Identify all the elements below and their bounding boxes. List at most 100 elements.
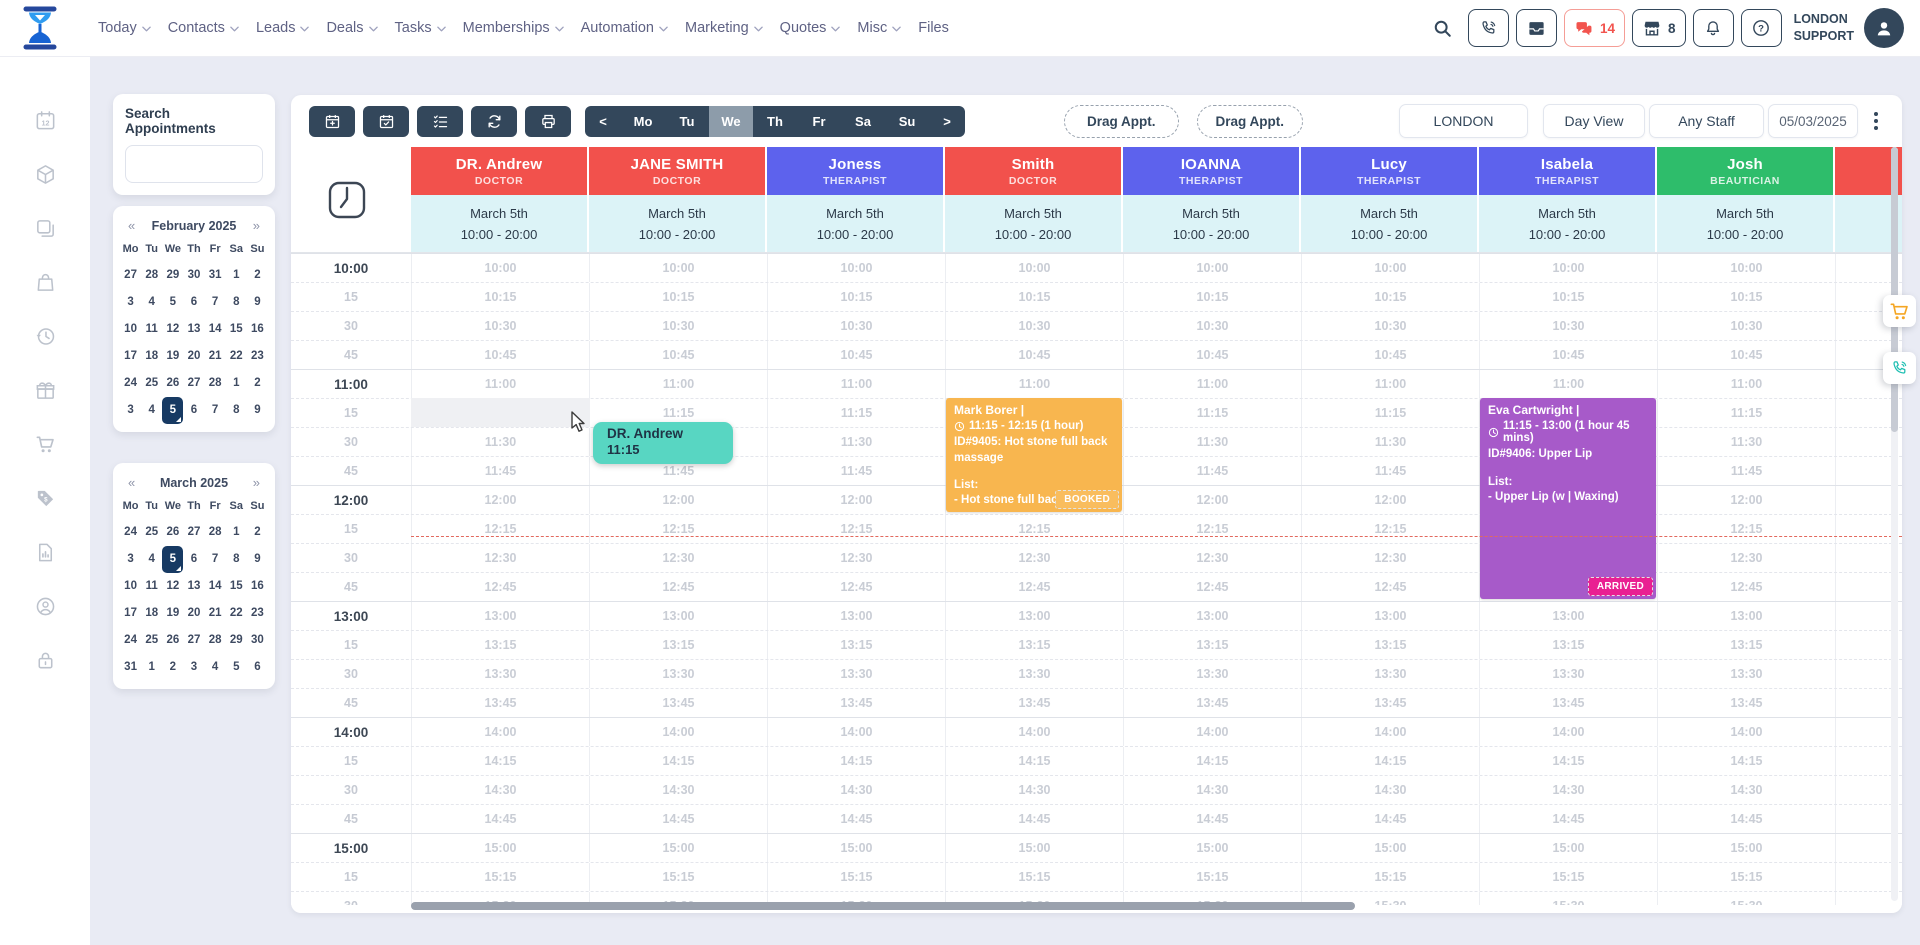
- time-slot[interactable]: 12:15: [767, 515, 945, 543]
- time-slot[interactable]: 10:45: [1301, 341, 1479, 369]
- time-slot[interactable]: 13:15: [767, 631, 945, 659]
- time-slot[interactable]: 13:45: [767, 689, 945, 717]
- calendar-next-button[interactable]: »: [252, 475, 260, 490]
- time-slot[interactable]: 10:45: [1657, 341, 1835, 369]
- time-slot[interactable]: 13:15: [1123, 631, 1301, 659]
- calendar-day[interactable]: 17: [124, 350, 137, 362]
- calendar-day[interactable]: 3: [127, 553, 134, 565]
- day-button-mo[interactable]: Mo: [633, 113, 653, 129]
- time-slot[interactable]: 14:30: [1479, 776, 1657, 804]
- calendar-day[interactable]: 16: [251, 323, 264, 335]
- time-slot[interactable]: 11:00: [1657, 370, 1835, 398]
- calendar-day[interactable]: 4: [148, 553, 155, 565]
- time-slot[interactable]: 14:15: [1479, 747, 1657, 775]
- calendar-day[interactable]: 6: [190, 404, 198, 416]
- calendar-day[interactable]: 6: [190, 296, 198, 308]
- staff-column-header[interactable]: Isabela THERAPIST: [1479, 147, 1657, 195]
- time-slot[interactable]: 11:30: [1657, 428, 1835, 456]
- day-nav-prev-button[interactable]: <: [599, 113, 607, 129]
- time-slot[interactable]: 10:00: [1479, 254, 1657, 282]
- time-slot[interactable]: 12:45: [411, 573, 589, 601]
- time-slot-partial[interactable]: [1835, 776, 1902, 804]
- vertical-scrollbar-thumb[interactable]: [1891, 147, 1898, 432]
- time-slot-partial[interactable]: [1835, 370, 1902, 398]
- time-slot-partial[interactable]: [1835, 747, 1902, 775]
- calendar-day[interactable]: 2: [254, 269, 261, 281]
- calendar-day[interactable]: 19: [166, 350, 180, 362]
- time-slot-partial[interactable]: [1835, 573, 1902, 601]
- time-slot[interactable]: 11:45: [411, 457, 589, 485]
- time-slot[interactable]: 14:30: [945, 776, 1123, 804]
- calendar-day[interactable]: 7: [211, 553, 219, 565]
- time-slot[interactable]: 12:15: [1301, 515, 1479, 543]
- calendar-day[interactable]: 20: [187, 607, 201, 619]
- time-slot[interactable]: 13:45: [1301, 689, 1479, 717]
- time-slot[interactable]: 12:30: [589, 544, 767, 572]
- time-slot[interactable]: 10:30: [767, 312, 945, 340]
- time-slot[interactable]: 11:00: [411, 370, 589, 398]
- sidebar-item-package[interactable]: [34, 163, 57, 186]
- staff-column-header[interactable]: Josh BEAUTICIAN: [1657, 147, 1835, 195]
- calendar-day[interactable]: 24: [124, 377, 137, 389]
- calendar-day[interactable]: 9: [254, 296, 261, 308]
- calendar-day[interactable]: 13: [187, 323, 201, 335]
- calendar-day[interactable]: 27: [187, 526, 201, 538]
- time-slot[interactable]: 11:00: [1479, 370, 1657, 398]
- horizontal-scrollbar[interactable]: [291, 902, 1902, 910]
- staff-column-header[interactable]: DR. Andrew DOCTOR: [411, 147, 589, 195]
- nav-item-contacts[interactable]: Contacts: [168, 20, 239, 36]
- calendar-day[interactable]: 20: [187, 350, 201, 362]
- time-slot[interactable]: 13:30: [1123, 660, 1301, 688]
- view-select[interactable]: Day View: [1543, 104, 1645, 138]
- time-slot[interactable]: 11:30: [411, 428, 589, 456]
- time-slot[interactable]: 15:15: [945, 863, 1123, 891]
- calendar-day[interactable]: 21: [208, 350, 222, 362]
- appointment[interactable]: Mark Borer | 11:15 - 12:15 (1 hour) ID#940…: [946, 398, 1122, 512]
- checklist-button[interactable]: [417, 105, 463, 137]
- time-slot[interactable]: 11:15: [1301, 399, 1479, 427]
- nav-item-automation[interactable]: Automation: [581, 20, 668, 36]
- vertical-scrollbar[interactable]: [1891, 147, 1898, 901]
- time-slot-partial[interactable]: [1835, 457, 1902, 485]
- calendar-day[interactable]: 28: [208, 634, 222, 646]
- time-slot[interactable]: 13:00: [767, 602, 945, 630]
- time-slot[interactable]: 11:30: [1301, 428, 1479, 456]
- calendar-day[interactable]: 3: [127, 296, 134, 308]
- search-appointments-input[interactable]: [125, 145, 263, 183]
- time-slot[interactable]: 13:00: [411, 602, 589, 630]
- inbox-button[interactable]: [1516, 9, 1558, 47]
- time-slot-partial[interactable]: [1835, 486, 1902, 514]
- time-slot[interactable]: 13:15: [1301, 631, 1479, 659]
- store-button[interactable]: 8: [1632, 9, 1686, 47]
- time-slot[interactable]: 14:15: [589, 747, 767, 775]
- calendar-day[interactable]: 10: [124, 323, 137, 335]
- time-slot[interactable]: 12:45: [1657, 573, 1835, 601]
- time-slot[interactable]: 14:00: [1657, 718, 1835, 746]
- calendar-day[interactable]: 25: [145, 377, 159, 389]
- calendar-check-button[interactable]: [363, 105, 409, 137]
- time-slot[interactable]: 10:00: [411, 254, 589, 282]
- day-button-we[interactable]: We: [709, 105, 753, 137]
- time-slot[interactable]: 11:15: [767, 399, 945, 427]
- time-slot[interactable]: 13:30: [767, 660, 945, 688]
- time-slot[interactable]: 10:45: [945, 341, 1123, 369]
- print-button[interactable]: [525, 105, 571, 137]
- time-slot[interactable]: 13:30: [589, 660, 767, 688]
- time-slot[interactable]: 14:15: [767, 747, 945, 775]
- time-slot[interactable]: 13:30: [1657, 660, 1835, 688]
- avatar[interactable]: [1864, 8, 1904, 48]
- calendar-day[interactable]: 18: [145, 350, 159, 362]
- calendar-day[interactable]: 1: [233, 526, 240, 538]
- time-slot[interactable]: 14:15: [1657, 747, 1835, 775]
- day-nav-next-button[interactable]: >: [943, 113, 951, 129]
- time-slot[interactable]: 10:00: [589, 254, 767, 282]
- calendar-day[interactable]: 18: [145, 607, 159, 619]
- time-slot[interactable]: 12:30: [1123, 544, 1301, 572]
- time-slot[interactable]: 12:00: [767, 486, 945, 514]
- time-slot-partial[interactable]: [1835, 689, 1902, 717]
- time-slot[interactable]: 12:00: [1301, 486, 1479, 514]
- time-slot-partial[interactable]: [1835, 863, 1902, 891]
- time-slot[interactable]: 15:15: [1301, 863, 1479, 891]
- time-slot[interactable]: 12:30: [767, 544, 945, 572]
- time-slot[interactable]: 13:15: [411, 631, 589, 659]
